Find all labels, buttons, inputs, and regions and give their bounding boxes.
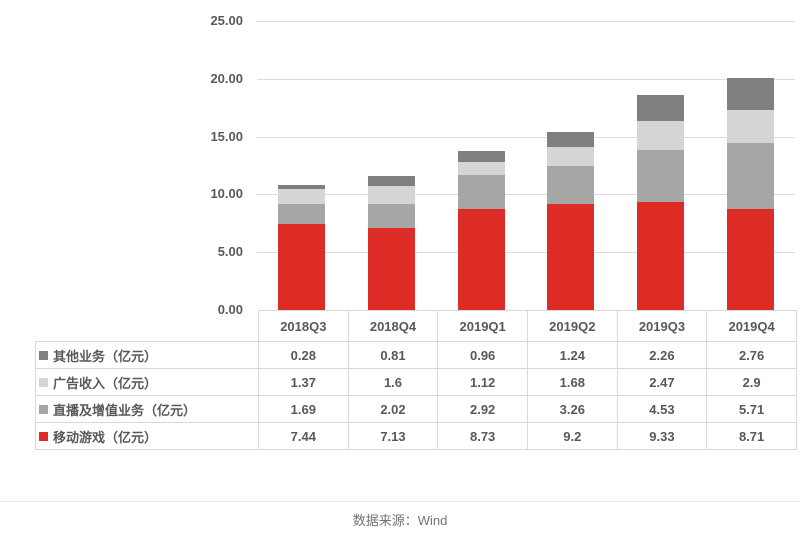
- bar-segment-other-business-2018Q4: [368, 176, 415, 186]
- gridline: [257, 21, 795, 22]
- legend-label-cell-ad-revenue: 广告收入（亿元）: [35, 368, 259, 396]
- bar-segment-mobile-games-2018Q3: [278, 223, 326, 310]
- bar-segment-live-streaming-vas-2018Q4: [368, 204, 415, 228]
- bar-segment-ad-revenue-2019Q3: [637, 121, 684, 150]
- value-cell-other-business-2019Q2: 1.24: [526, 341, 618, 369]
- value-cell-other-business-2018Q3: 0.28: [258, 341, 349, 369]
- bar-segment-live-streaming-vas-2019Q3: [637, 149, 684, 203]
- value-cell-other-business-2019Q3: 2.26: [616, 341, 708, 369]
- y-axis-tick-label: 15.00: [210, 128, 243, 144]
- legend-key-icon-ad-revenue: [39, 377, 48, 387]
- column-header-2018Q4: 2018Q4: [347, 310, 439, 342]
- value-cell-other-business-2019Q4: 2.76: [706, 341, 797, 369]
- y-axis-tick-label: 0.00: [217, 302, 243, 317]
- value-cell-mobile-games-2018Q3: 7.44: [258, 422, 349, 450]
- bar-segment-mobile-games-2019Q2: [547, 203, 595, 310]
- value-cell-ad-revenue-2019Q4: 2.9: [706, 368, 797, 396]
- gridline: [257, 136, 795, 138]
- y-axis-tick-label: 20.00: [210, 70, 243, 86]
- legend-label-cell-mobile-games: 移动游戏（亿元）: [35, 422, 259, 450]
- bar-segment-mobile-games-2018Q4: [368, 227, 415, 310]
- table-row-other-business: 其他业务（亿元） 0.28 0.81 0.96 1.24 2.26 2.76: [35, 341, 797, 369]
- value-cell-mobile-games-2019Q2: 9.2: [526, 422, 618, 450]
- value-cell-mobile-games-2019Q3: 9.33: [616, 422, 708, 450]
- bar-segment-mobile-games-2019Q1: [457, 209, 505, 310]
- column-header-2019Q4: 2019Q4: [706, 310, 797, 342]
- bar-segment-ad-revenue-2018Q4: [368, 185, 415, 205]
- value-cell-mobile-games-2018Q4: 7.13: [347, 422, 439, 450]
- gridline: [257, 194, 795, 196]
- value-cell-other-business-2019Q1: 0.96: [437, 341, 528, 369]
- value-cell-live-streaming-vas-2019Q3: 4.53: [616, 395, 708, 423]
- value-cell-mobile-games-2019Q1: 8.73: [437, 422, 528, 450]
- bar-segment-mobile-games-2019Q4: [726, 209, 774, 310]
- chart-data-table: 2018Q3 2018Q4 2019Q1 2019Q2 2019Q3 2019Q4 其他业务…: [35, 310, 797, 450]
- y-axis-tick-label: 25.00: [210, 13, 243, 28]
- legend-key-icon-live-streaming-vas: [39, 404, 48, 414]
- bar-segment-mobile-games-2019Q3: [637, 202, 684, 310]
- bar-segment-other-business-2019Q2: [547, 132, 595, 147]
- legend-label-text: 直播及增值业务（亿元）: [53, 402, 197, 418]
- value-cell-other-business-2018Q4: 0.81: [347, 341, 439, 369]
- table-row-live-streaming-vas: 直播及增值业务（亿元） 1.69 2.02 2.92 3.26 4.53 5.71: [35, 395, 797, 423]
- column-header-2019Q2: 2019Q2: [526, 310, 618, 342]
- column-header-2019Q3: 2019Q3: [616, 310, 708, 342]
- bar-segment-other-business-2019Q3: [637, 95, 684, 122]
- bar-segment-ad-revenue-2019Q1: [457, 162, 505, 176]
- table-row-ad-revenue: 广告收入（亿元） 1.37 1.6 1.12 1.68 2.47 2.9: [35, 368, 797, 396]
- legend-label-text: 其他业务（亿元）: [53, 348, 158, 364]
- bar-segment-ad-revenue-2019Q4: [726, 109, 774, 144]
- legend-label-cell-live-streaming-vas: 直播及增值业务（亿元）: [35, 395, 259, 423]
- value-cell-ad-revenue-2018Q3: 1.37: [258, 368, 349, 396]
- data-source-caption: 数据来源：Wind: [0, 512, 800, 529]
- bar-segment-ad-revenue-2019Q2: [547, 146, 595, 166]
- bar-segment-live-streaming-vas-2019Q1: [457, 175, 505, 210]
- legend-key-icon-mobile-games: [39, 431, 48, 441]
- y-axis-tick-label: 10.00: [210, 186, 243, 202]
- plot-area: [257, 21, 795, 310]
- bar-segment-other-business-2019Q4: [726, 77, 774, 110]
- value-cell-ad-revenue-2019Q1: 1.12: [437, 368, 528, 396]
- bar-segment-ad-revenue-2018Q3: [278, 188, 326, 205]
- value-cell-live-streaming-vas-2019Q2: 3.26: [526, 395, 618, 423]
- gridline: [257, 252, 795, 254]
- y-axis-tick-label: 5.00: [217, 244, 243, 260]
- value-cell-ad-revenue-2019Q2: 1.68: [526, 368, 618, 396]
- value-cell-ad-revenue-2019Q3: 2.47: [616, 368, 708, 396]
- bar-segment-live-streaming-vas-2019Q4: [726, 143, 774, 210]
- value-cell-live-streaming-vas-2019Q4: 5.71: [706, 395, 797, 423]
- value-cell-ad-revenue-2018Q4: 1.6: [347, 368, 439, 396]
- bar-segment-other-business-2019Q1: [457, 151, 505, 163]
- value-cell-live-streaming-vas-2019Q1: 2.92: [437, 395, 528, 423]
- legend-label-text: 移动游戏（亿元）: [53, 429, 158, 445]
- bar-segment-live-streaming-vas-2018Q3: [278, 204, 326, 224]
- legend-key-icon-other-business: [39, 350, 48, 360]
- value-cell-mobile-games-2019Q4: 8.71: [706, 422, 797, 450]
- footer-divider: [0, 501, 800, 502]
- bar-segment-other-business-2018Q3: [278, 185, 326, 189]
- legend-label-cell-other-business: 其他业务（亿元）: [35, 341, 259, 369]
- value-cell-live-streaming-vas-2018Q4: 2.02: [347, 395, 439, 423]
- value-cell-live-streaming-vas-2018Q3: 1.69: [258, 395, 349, 423]
- table-row-mobile-games: 移动游戏（亿元） 7.44 7.13 8.73 9.2 9.33 8.71: [35, 422, 797, 450]
- legend-label-text: 广告收入（亿元）: [53, 375, 158, 391]
- bar-segment-live-streaming-vas-2019Q2: [547, 165, 595, 204]
- column-header-2019Q1: 2019Q1: [437, 310, 528, 342]
- data-source-text: 数据来源：Wind: [352, 513, 448, 528]
- column-header-2018Q3: 2018Q3: [258, 310, 349, 342]
- table-corner-cell: [36, 311, 259, 342]
- gridline: [257, 78, 795, 80]
